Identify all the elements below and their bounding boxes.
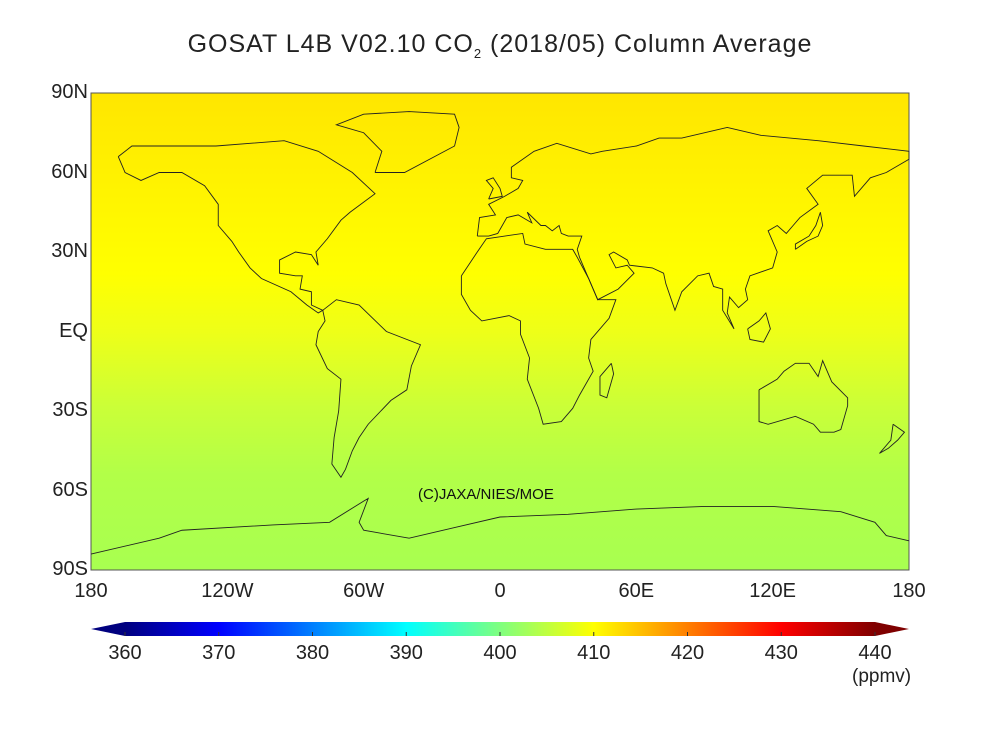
coastline-south-america (315, 299, 422, 479)
lon-label: 120E (749, 580, 797, 602)
lat-label: 30S (52, 399, 88, 421)
colorbar-min-arrow (91, 622, 125, 636)
colorbar-tick-label: 360 (108, 642, 142, 664)
lat-label: 90N (51, 81, 88, 103)
colorbar-tick-label: 410 (577, 642, 611, 664)
colorbar-tick-label: 380 (295, 642, 330, 664)
lon-label: 120W (201, 580, 254, 602)
lon-label: 180 (74, 580, 108, 602)
lat-label: 90S (52, 558, 88, 580)
colorbar-tick-label: 400 (483, 642, 517, 664)
lat-label: 60S (52, 478, 88, 501)
coastline-eurasia (476, 126, 910, 330)
lon-label: 60E (618, 580, 655, 602)
copyright-label: (C)JAXA/NIES/MOE (418, 486, 554, 503)
colorbar-max-arrow (875, 622, 909, 636)
coastline-great-britain (485, 177, 503, 200)
coastline-greenland (335, 111, 460, 173)
coastlines (90, 111, 910, 555)
coastline-australia (758, 359, 849, 433)
lon-label: 180 (892, 580, 926, 602)
coastline-borneo (747, 312, 771, 343)
colorbar-tick-label: 390 (389, 642, 423, 664)
colorbar-unit: (ppmv) (852, 666, 912, 687)
coastline-new-zealand (879, 423, 906, 454)
lat-label: 60N (51, 160, 88, 183)
colorbar-tick-label: 430 (764, 642, 798, 664)
lat-label: EQ (59, 319, 88, 342)
co2-field (90, 92, 910, 571)
colorbar-tick-label: 440 (858, 642, 892, 664)
colorbar-tick-label: 370 (202, 642, 236, 664)
coastline-north-america (117, 140, 376, 314)
lat-label: 30N (51, 240, 88, 262)
coastline-africa (460, 232, 617, 425)
coastline-madagascar (599, 363, 615, 399)
chart-title: GOSAT L4B V02.10 CO2 (2018/05) Column Av… (187, 30, 813, 61)
lon-label: 60W (343, 580, 385, 602)
lon-label: 0 (494, 580, 506, 602)
coastline-antarctica (90, 497, 910, 555)
colorbar-tick-label: 420 (670, 642, 705, 664)
coastline-japan (794, 212, 824, 250)
colorbar (91, 622, 909, 636)
